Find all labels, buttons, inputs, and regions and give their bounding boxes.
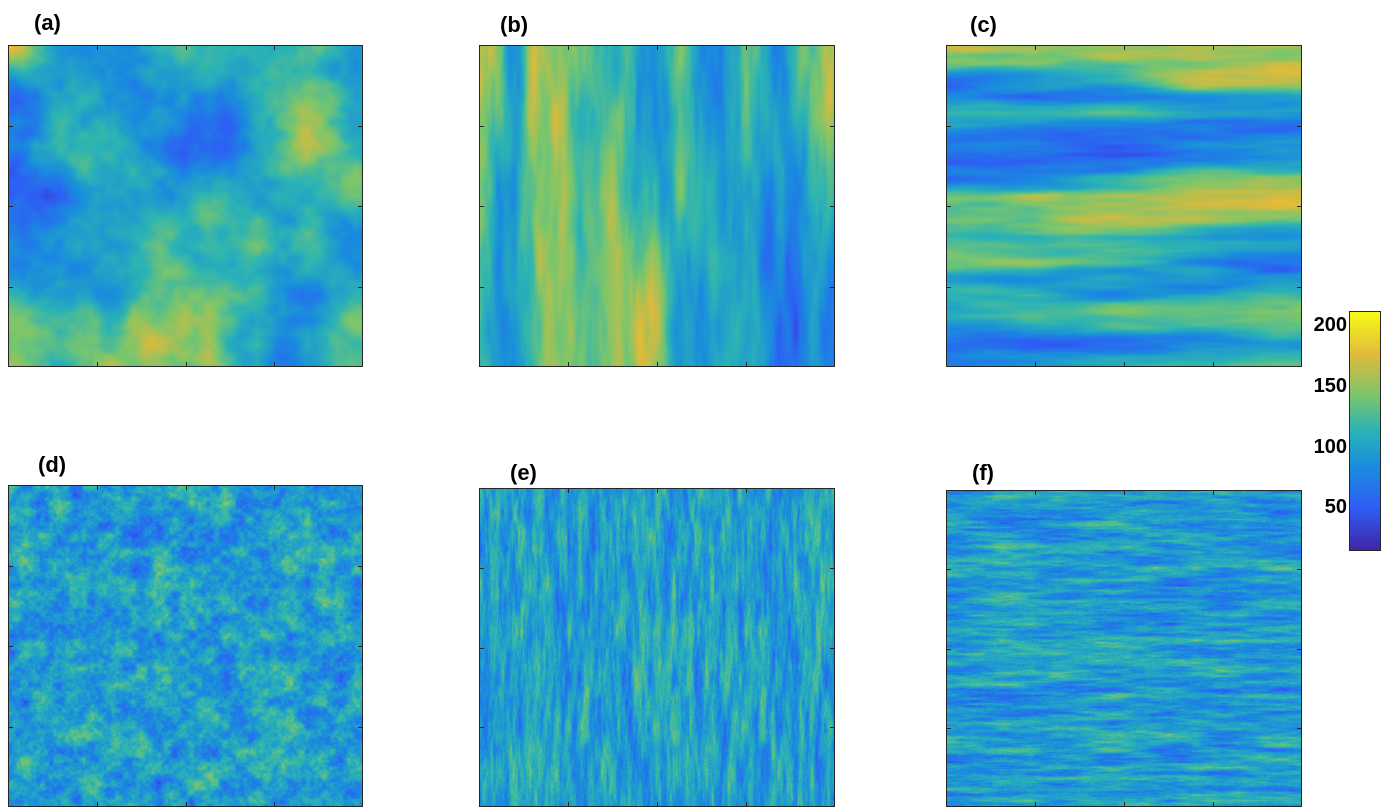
axis-tick [568,362,569,367]
axis-tick [96,45,98,50]
axis-tick [746,488,747,493]
axis-tick [946,727,951,729]
axis-tick [8,286,13,288]
axis-tick [479,206,484,207]
axis-tick [830,206,835,207]
axis-tick [1213,362,1214,367]
axis-tick [1035,802,1036,807]
panel-a-field [8,45,363,367]
axis-tick [185,485,187,490]
colorbar-tick-label: 200 [1313,314,1347,336]
axis-tick [274,45,276,50]
axis-tick [1124,490,1125,495]
axis-tick [657,362,658,367]
axis-tick [1297,206,1302,207]
axis-tick [185,45,187,50]
axis-tick [1035,362,1036,367]
axis-tick [830,727,835,729]
axis-tick [8,565,13,567]
axis-tick [946,206,951,207]
axis-tick [8,726,13,728]
axis-tick [358,206,363,207]
panel-c-image [947,46,1301,366]
panel-label-f: (f) [972,460,994,485]
axis-tick [8,125,13,127]
axis-tick [1124,45,1125,50]
panel-c-field [946,45,1302,367]
colorbar-tick-label: 100 [1313,436,1347,458]
axis-tick [1035,490,1036,495]
axis-tick [946,648,951,650]
axis-tick [358,726,363,728]
axis-tick [479,125,484,127]
panel-a-image [9,46,362,366]
panel-b-image [480,46,834,366]
panel-f-field [946,490,1302,807]
axis-tick [946,125,951,127]
panel-f-image [947,491,1301,806]
panel-label-d: (d) [38,452,67,477]
axis-tick [1124,802,1125,807]
axis-tick [830,125,835,127]
axis-tick [1213,802,1214,807]
axis-tick [1297,286,1302,288]
axis-tick [568,802,569,807]
axis-tick [8,206,13,207]
axis-tick [185,802,187,807]
colorbar-tick-label: 50 [1324,496,1347,518]
panel-d-image [9,486,362,806]
axis-tick [479,567,484,569]
axis-tick [96,802,98,807]
axis-tick [657,802,658,807]
axis-tick [8,646,13,647]
panel-label-a: (a) [34,10,61,35]
axis-tick [568,45,569,50]
axis-tick [274,485,276,490]
axis-tick [479,647,484,649]
panel-label-c: (c) [970,12,997,37]
axis-tick [568,488,569,493]
axis-tick [96,362,98,367]
axis-tick [657,45,658,50]
axis-tick [1297,727,1302,729]
axis-tick [657,488,658,493]
panel-label-b: (b) [500,12,529,37]
axis-tick [746,362,747,367]
axis-tick [274,362,276,367]
panel-e-field [479,488,835,807]
axis-tick [358,565,363,567]
axis-tick [1297,648,1302,650]
axis-tick [185,362,187,367]
axis-tick [358,646,363,647]
axis-tick [358,125,363,127]
axis-tick [1124,362,1125,367]
axis-tick [1297,125,1302,127]
axis-tick [1213,490,1214,495]
axis-tick [358,286,363,288]
colorbar-tick-label: 150 [1313,375,1347,397]
panel-label-e: (e) [510,460,537,485]
panel-d-field [8,485,363,807]
axis-tick [830,567,835,569]
axis-tick [96,485,98,490]
colorbar [1349,311,1381,551]
axis-tick [1297,569,1302,571]
axis-tick [946,569,951,571]
panel-e-image [480,489,834,806]
axis-tick [830,647,835,649]
axis-tick [746,45,747,50]
axis-tick [1035,45,1036,50]
axis-tick [746,802,747,807]
axis-tick [1213,45,1214,50]
panel-b-field [479,45,835,367]
axis-tick [479,727,484,729]
axis-tick [946,286,951,288]
axis-tick [479,286,484,288]
axis-tick [274,802,276,807]
axis-tick [830,286,835,288]
